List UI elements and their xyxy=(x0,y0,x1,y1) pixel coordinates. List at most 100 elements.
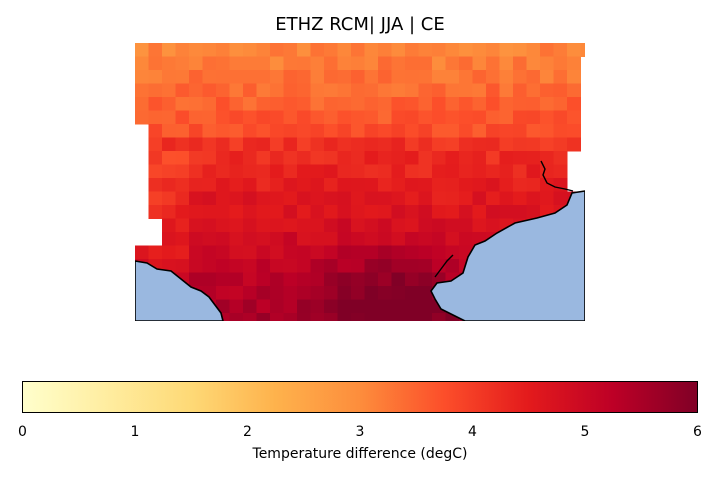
grid-cell xyxy=(378,272,392,287)
grid-cell xyxy=(472,97,487,111)
grid-cell xyxy=(297,232,311,246)
grid-cell xyxy=(499,164,514,179)
grid-cell xyxy=(283,70,298,84)
grid-cell xyxy=(486,83,500,98)
grid-cell xyxy=(202,70,217,84)
grid-cell xyxy=(553,70,568,84)
grid-cell xyxy=(445,191,460,206)
grid-cell xyxy=(283,232,298,246)
grid-cell xyxy=(189,97,203,111)
grid-cell xyxy=(418,178,433,192)
grid-cell xyxy=(216,137,230,152)
grid-cell xyxy=(270,245,284,260)
grid-cell xyxy=(189,218,203,233)
grid-cell xyxy=(148,245,163,260)
grid-cell xyxy=(513,56,527,71)
grid-cell xyxy=(418,286,433,300)
grid-cell xyxy=(405,205,419,219)
grid-cell xyxy=(351,83,365,98)
grid-cell xyxy=(135,70,149,84)
grid-cell xyxy=(486,191,500,206)
grid-cell xyxy=(378,164,392,179)
grid-cell xyxy=(418,43,433,57)
sea-right xyxy=(430,190,585,321)
grid-cell xyxy=(148,124,163,138)
grid-cell xyxy=(270,97,284,111)
colorbar-svg xyxy=(22,381,698,417)
grid-cell xyxy=(270,205,284,219)
grid-cell xyxy=(283,245,298,260)
grid-cell xyxy=(270,164,284,179)
grid-cell xyxy=(553,151,568,165)
grid-cell xyxy=(243,124,257,138)
grid-cell xyxy=(513,97,527,111)
grid-cell xyxy=(472,110,487,125)
grid-cell xyxy=(162,43,176,57)
grid-cell xyxy=(297,56,311,71)
grid-cell xyxy=(310,272,325,287)
grid-cell xyxy=(256,286,271,300)
grid-cell xyxy=(418,259,433,273)
grid-cell xyxy=(135,43,149,57)
grid-cell xyxy=(364,83,379,98)
grid-cell xyxy=(418,313,433,321)
grid-cell xyxy=(445,97,460,111)
grid-cell xyxy=(445,232,460,246)
grid-cell xyxy=(189,43,203,57)
grid-cell xyxy=(324,205,338,219)
grid-cell xyxy=(270,110,284,125)
grid-cell xyxy=(418,205,433,219)
grid-cell xyxy=(513,164,527,179)
grid-cell xyxy=(256,137,271,152)
grid-cell xyxy=(175,205,190,219)
grid-cell xyxy=(351,43,365,57)
grid-cell xyxy=(337,151,352,165)
grid-cell xyxy=(337,205,352,219)
grid-cell xyxy=(229,245,244,260)
grid-cell xyxy=(310,286,325,300)
grid-cell xyxy=(553,56,568,71)
grid-cell xyxy=(405,110,419,125)
grid-cell xyxy=(202,245,217,260)
grid-cell xyxy=(418,272,433,287)
grid-cell xyxy=(229,124,244,138)
grid-cell xyxy=(486,97,500,111)
grid-cell xyxy=(324,164,338,179)
grid-cell xyxy=(351,70,365,84)
grid-cell xyxy=(229,178,244,192)
grid-cell xyxy=(391,245,406,260)
grid-cell xyxy=(405,164,419,179)
grid-cell xyxy=(202,272,217,287)
grid-cell xyxy=(256,191,271,206)
grid-cell xyxy=(270,299,284,314)
grid-cell xyxy=(243,70,257,84)
grid-cell xyxy=(202,124,217,138)
grid-cell xyxy=(405,286,419,300)
grid-cell xyxy=(229,191,244,206)
grid-cell xyxy=(351,286,365,300)
grid-cell xyxy=(364,232,379,246)
grid-cell xyxy=(445,110,460,125)
grid-cell xyxy=(540,164,554,179)
grid-cell xyxy=(351,259,365,273)
grid-cell xyxy=(270,151,284,165)
grid-cell xyxy=(567,70,581,84)
grid-cell xyxy=(472,151,487,165)
grid-cell xyxy=(351,110,365,125)
grid-cell xyxy=(189,259,203,273)
grid-cell xyxy=(378,43,392,57)
grid-cell xyxy=(378,83,392,98)
grid-cell xyxy=(418,151,433,165)
grid-cell xyxy=(337,137,352,152)
grid-cell xyxy=(499,137,514,152)
grid-cell xyxy=(243,313,257,321)
grid-cell xyxy=(310,313,325,321)
grid-cell xyxy=(229,56,244,71)
grid-cell xyxy=(229,97,244,111)
grid-cell xyxy=(229,286,244,300)
grid-cell xyxy=(216,151,230,165)
grid-cell xyxy=(135,110,149,125)
grid-cell xyxy=(513,151,527,165)
grid-cell xyxy=(324,110,338,125)
grid-cell xyxy=(472,164,487,179)
